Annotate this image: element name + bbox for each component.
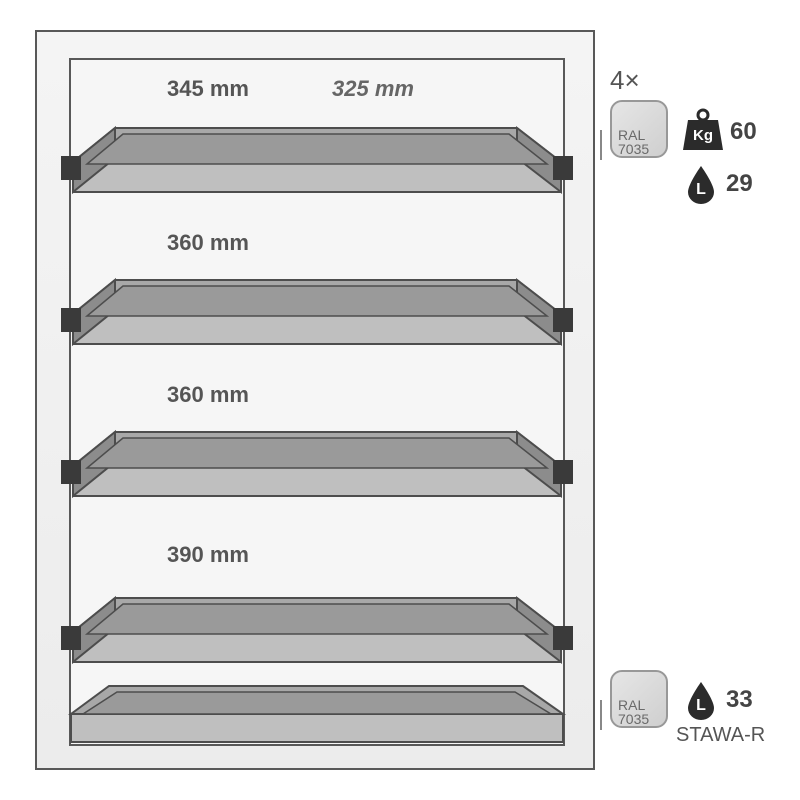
drawer-count: 4× — [610, 65, 640, 96]
sump-tray — [61, 680, 573, 750]
ral-bot-line2: 7035 — [618, 711, 649, 727]
l-label-bottom: L — [696, 697, 706, 714]
ral-swatch-bottom: RAL 7035 — [610, 670, 668, 728]
weight-value: 60 — [730, 118, 757, 146]
capacity-icon-top: L — [686, 164, 716, 202]
drawer-2 — [61, 274, 573, 344]
guide-line-top — [600, 130, 602, 160]
ral-swatch-top: RAL 7035 — [610, 100, 668, 158]
weight-icon: Kg — [682, 108, 722, 148]
ral-top-line2: 7035 — [618, 141, 649, 157]
capacity-value-top: 29 — [726, 170, 753, 198]
l-label-top: L — [696, 181, 706, 198]
drawer-4 — [61, 592, 573, 662]
dim-gap-2: 360 mm — [167, 230, 367, 256]
drawer-3 — [61, 426, 573, 496]
cabinet-outer: 345 mm 325 mm 360 mm — [35, 30, 595, 770]
kg-label: Kg — [693, 127, 713, 144]
legend-column: 4× RAL 7035 Kg 60 L 29 RAL 7035 — [610, 30, 770, 770]
dim-top-2: 325 mm — [332, 76, 532, 102]
capacity-icon-bottom: L — [686, 680, 716, 718]
guide-line-bottom — [600, 700, 602, 730]
capacity-value-bottom: 33 — [726, 686, 753, 714]
dim-gap-4: 390 mm — [167, 542, 367, 568]
cert-label: STAWA-R — [676, 724, 765, 747]
drawer-1 — [61, 122, 573, 192]
dim-gap-3: 360 mm — [167, 382, 367, 408]
